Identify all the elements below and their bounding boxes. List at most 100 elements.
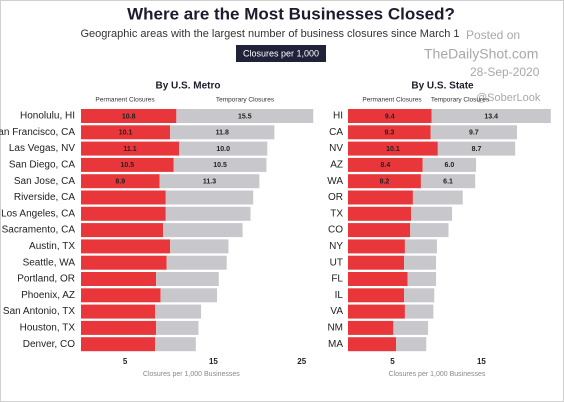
bar-segment xyxy=(170,125,275,140)
value-label: 9.7 xyxy=(469,130,479,137)
value-label: 8.2 xyxy=(380,179,390,186)
bar-segment xyxy=(348,206,412,221)
panel-title: By U.S. State xyxy=(411,81,474,92)
y-tick-label: TX xyxy=(330,208,343,219)
bar-segment xyxy=(81,223,164,238)
y-tick-label: UT xyxy=(330,257,343,268)
y-tick-label: WA xyxy=(327,176,343,187)
value-label: 11.3 xyxy=(203,179,216,186)
bar-segment xyxy=(348,337,397,352)
value-label: 8.9 xyxy=(115,179,125,186)
bar-segment xyxy=(179,141,268,156)
x-tick-label: 15 xyxy=(477,357,486,366)
bar-segment xyxy=(411,206,453,221)
bar-segment xyxy=(165,206,251,221)
bar-segment xyxy=(407,272,437,286)
legend-entry: Permanent Closures xyxy=(362,97,422,104)
value-label: 9.3 xyxy=(384,130,394,137)
value-label: 10.8 xyxy=(122,113,136,120)
bar-segment xyxy=(155,304,202,319)
bar-segment xyxy=(81,109,177,123)
x-axis-label: Closures per 1,000 Businesses xyxy=(388,371,485,378)
y-tick-label: Portland, OR xyxy=(17,274,75,285)
watermark-text: 28-Sep-2020 xyxy=(470,65,540,79)
bar-segment xyxy=(159,174,260,189)
bar-segment xyxy=(348,255,405,270)
legend-entry: Permanent Closures xyxy=(95,97,155,104)
bar-segment xyxy=(81,255,167,270)
y-tick-label: Denver, CO xyxy=(23,339,75,350)
x-tick-label: 25 xyxy=(297,357,306,366)
y-tick-label: CA xyxy=(329,127,343,138)
bar-segment xyxy=(348,272,408,286)
bar-segment xyxy=(410,223,449,238)
y-tick-label: NM xyxy=(327,323,343,334)
bar-segment xyxy=(404,255,437,270)
y-tick-label: San Diego, CA xyxy=(9,160,75,171)
y-tick-label: Phoenix, AZ xyxy=(21,290,75,301)
y-tick-label: AZ xyxy=(330,160,343,171)
bar-segment xyxy=(404,239,437,254)
x-tick-label: 15 xyxy=(209,357,218,366)
bar-segment xyxy=(404,288,435,303)
x-axis-label: Closures per 1,000 Businesses xyxy=(143,371,240,378)
legend-label: Closures per 1,000 xyxy=(243,48,319,58)
panel-title: By U.S. Metro xyxy=(155,81,220,92)
legend-box xyxy=(236,45,326,62)
bar-segment xyxy=(155,337,196,352)
bar-segment xyxy=(163,223,243,238)
bar-segment xyxy=(348,190,413,205)
bar-segment xyxy=(165,190,254,205)
legend-entry: Temporary Closures xyxy=(431,97,490,104)
value-label: 9.4 xyxy=(385,113,395,120)
value-label: 10.1 xyxy=(386,146,400,153)
y-tick-label: San Francisco, CA xyxy=(0,127,75,138)
bar-segment xyxy=(348,288,405,303)
bar-segment xyxy=(81,206,166,221)
y-tick-label: San Antonio, TX xyxy=(3,306,75,317)
y-tick-label: NV xyxy=(329,143,343,154)
bar-segment xyxy=(173,157,267,172)
value-label: 10.1 xyxy=(119,130,133,137)
y-tick-label: Las Vegas, NV xyxy=(9,143,75,154)
value-label: 6.0 xyxy=(445,162,455,169)
bar-segment xyxy=(170,239,229,254)
y-tick-label: Honolulu, HI xyxy=(20,111,75,122)
bar-segment xyxy=(81,288,161,303)
x-tick-label: 5 xyxy=(123,357,128,366)
x-tick-label: 5 xyxy=(390,357,395,366)
legend-entry: Temporary Closures xyxy=(216,97,275,104)
bar-segment xyxy=(166,255,227,270)
bar-segment xyxy=(348,239,405,254)
watermark-text: Posted on xyxy=(466,28,520,42)
bar-segment xyxy=(348,125,431,140)
y-tick-label: NY xyxy=(329,241,343,252)
watermark-text: @SoberLook xyxy=(476,92,541,104)
bar-segment xyxy=(348,320,394,335)
y-tick-label: Houston, TX xyxy=(20,323,76,334)
bar-segment xyxy=(81,174,160,189)
value-label: 10.0 xyxy=(216,146,230,153)
value-label: 13.4 xyxy=(484,113,498,120)
y-tick-label: OR xyxy=(328,192,343,203)
value-label: 8.4 xyxy=(380,162,390,169)
bar-segment xyxy=(81,272,157,286)
bar-segment xyxy=(81,304,156,319)
bar-segment xyxy=(430,125,517,140)
y-tick-label: Los Angeles, CA xyxy=(1,208,75,219)
value-label: 6.1 xyxy=(443,179,453,186)
bar-segment xyxy=(348,174,421,189)
bar-segment xyxy=(81,320,157,335)
y-tick-label: San Jose, CA xyxy=(14,176,75,187)
y-tick-label: CO xyxy=(328,225,343,236)
bar-segment xyxy=(393,320,429,335)
bar-segment xyxy=(396,337,427,352)
title: Where are the Most Businesses Closed? xyxy=(127,4,455,23)
bar-segment xyxy=(160,288,217,303)
value-label: 11.8 xyxy=(216,130,229,137)
bar-segment xyxy=(348,223,411,238)
value-label: 11.1 xyxy=(123,146,136,153)
bar-segment xyxy=(422,157,477,172)
value-label: 10.5 xyxy=(121,162,135,169)
